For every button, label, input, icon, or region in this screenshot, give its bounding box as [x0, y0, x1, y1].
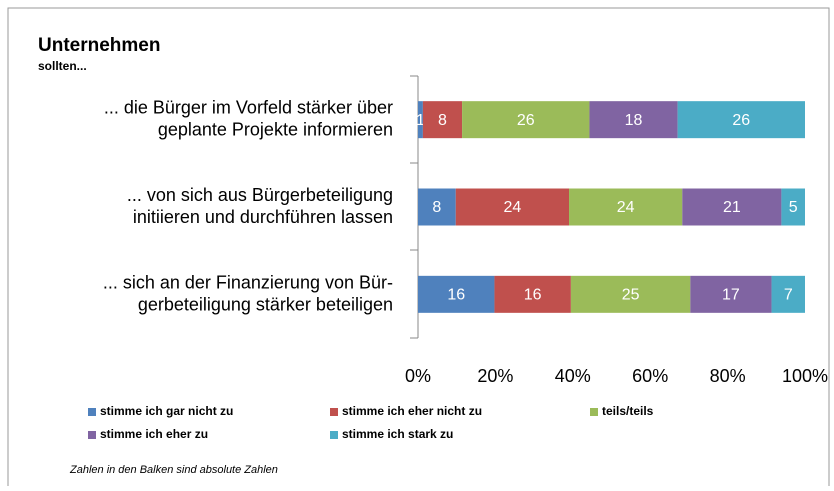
bar-segment: [682, 188, 782, 226]
legend-label: stimme ich eher zu: [100, 427, 208, 441]
category-label-line: initiieren und durchführen lassen: [133, 207, 393, 227]
data-label: 18: [625, 112, 643, 129]
bar-segment: [418, 275, 495, 313]
category-label: ... von sich aus Bürgerbeteiligung initii…: [127, 185, 393, 227]
data-label: 8: [432, 199, 441, 216]
data-label: 26: [732, 112, 750, 129]
data-label: 16: [447, 287, 465, 304]
legend-label: stimme ich gar nicht zu: [100, 404, 233, 418]
data-label: 25: [622, 287, 640, 304]
data-label: 24: [617, 199, 635, 216]
bar-segment: [771, 275, 805, 313]
x-tick-label: 20%: [477, 366, 513, 386]
data-label: 1: [416, 112, 425, 129]
category-label-line: geplante Projekte informieren: [158, 119, 393, 139]
data-label: 17: [722, 287, 740, 304]
chart-title: Unternehmen: [38, 35, 160, 56]
bar-segment: [570, 275, 691, 313]
category-label-line: ... die Bürger im Vorfeld stärker über: [104, 97, 393, 117]
legend-swatch: [590, 408, 598, 416]
legend-swatch: [330, 431, 338, 439]
legend-label: stimme ich eher nicht zu: [342, 404, 482, 418]
note: Zahlen in den Balken sind absolute Zahle…: [69, 464, 278, 476]
bar-segment: [781, 188, 805, 226]
legend-label: teils/teils: [602, 404, 654, 418]
bar-segment: [677, 101, 805, 139]
bar-segment: [690, 275, 772, 313]
x-tick-label: 80%: [710, 366, 746, 386]
bar-segment: [418, 188, 456, 226]
category-label-line: gerbeteiligung stärker beteiligen: [138, 294, 393, 314]
x-tick-label: 0%: [405, 366, 431, 386]
category-label: ... sich an der Finanzierung von Bür-ger…: [103, 272, 393, 314]
data-label: 26: [517, 112, 535, 129]
legend-label: stimme ich stark zu: [342, 427, 453, 441]
bar-segment: [589, 101, 678, 139]
data-label: 24: [503, 199, 521, 216]
bar-segment: [418, 101, 423, 139]
data-label: 8: [438, 112, 447, 129]
category-label-line: ... sich an der Finanzierung von Bür-: [103, 272, 393, 292]
category-label: ... die Bürger im Vorfeld stärker über ge…: [104, 97, 393, 139]
data-label: 21: [723, 199, 741, 216]
x-tick-label: 100%: [782, 366, 828, 386]
data-label: 7: [784, 287, 793, 304]
chart-subtitle: sollten...: [38, 59, 87, 73]
x-tick-label: 40%: [555, 366, 591, 386]
legend-swatch: [330, 408, 338, 416]
x-tick-label: 60%: [632, 366, 668, 386]
bar-segment: [494, 275, 571, 313]
category-separators: [410, 75, 418, 339]
bar-segment: [455, 188, 570, 226]
legend-swatch: [88, 431, 96, 439]
data-label: 16: [524, 287, 542, 304]
bar-segment: [462, 101, 590, 139]
data-label: 5: [789, 199, 798, 216]
bar-segment: [569, 188, 683, 226]
category-label-line: ... von sich aus Bürgerbeteiligung: [127, 185, 393, 205]
legend-swatch: [88, 408, 96, 416]
bar-segment: [422, 101, 463, 139]
